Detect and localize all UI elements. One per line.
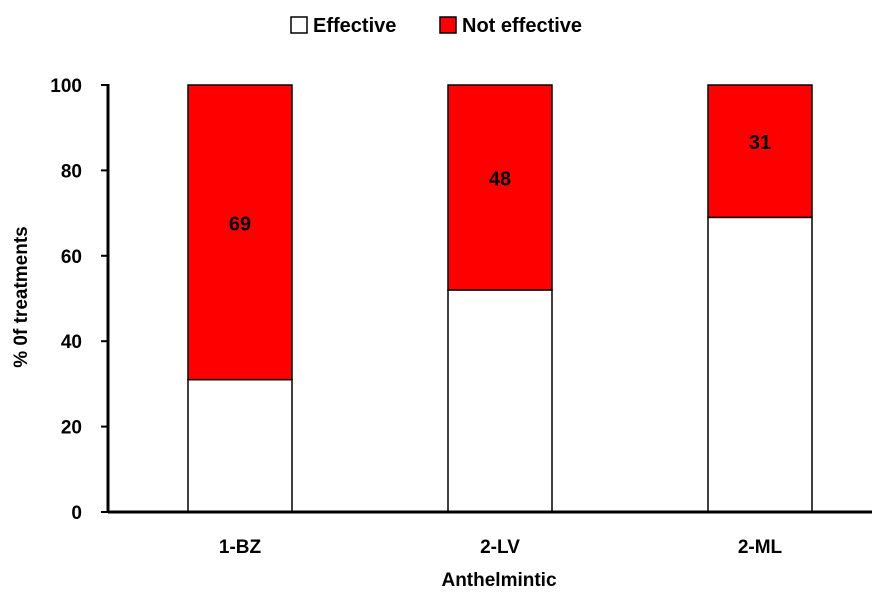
data-label-2-ml: 31 bbox=[749, 132, 771, 154]
bar-effective-2-ml bbox=[707, 216, 813, 513]
x-tick-label-2-lv: 2-LV bbox=[480, 537, 520, 558]
plot-area: 69 48 31 0 20 40 60 80 100 1-BZ 2-LV 2-ML bbox=[50, 76, 872, 558]
y-tick-label-0: 0 bbox=[71, 503, 82, 524]
bar-not-effective-2-ml bbox=[707, 84, 813, 219]
y-tick-label-100: 100 bbox=[50, 76, 82, 97]
y-axis-title: % 0f treatments bbox=[11, 226, 32, 368]
y-tick-label-80: 80 bbox=[61, 161, 82, 182]
data-label-1-bz: 69 bbox=[229, 213, 251, 235]
bar-not-effective-2-lv bbox=[447, 84, 553, 291]
bar-effective-1-bz bbox=[187, 378, 293, 513]
legend-label-not-effective: Not effective bbox=[462, 15, 582, 37]
data-label-2-lv: 48 bbox=[489, 168, 511, 190]
legend-label-effective: Effective bbox=[313, 15, 396, 37]
y-tick-label-20: 20 bbox=[61, 418, 82, 439]
legend-swatch-effective bbox=[290, 16, 308, 34]
y-tick-label-60: 60 bbox=[61, 247, 82, 268]
legend: Effective Not effective bbox=[290, 15, 582, 37]
bar-not-effective-1-bz bbox=[187, 84, 293, 381]
x-tick-label-1-bz: 1-BZ bbox=[219, 537, 262, 558]
bar-effective-2-lv bbox=[447, 289, 553, 513]
legend-swatch-not-effective bbox=[439, 16, 457, 34]
x-axis-title: Anthelmintic bbox=[441, 570, 556, 591]
y-tick-label-40: 40 bbox=[61, 332, 82, 353]
x-tick-label-2-ml: 2-ML bbox=[738, 537, 783, 558]
